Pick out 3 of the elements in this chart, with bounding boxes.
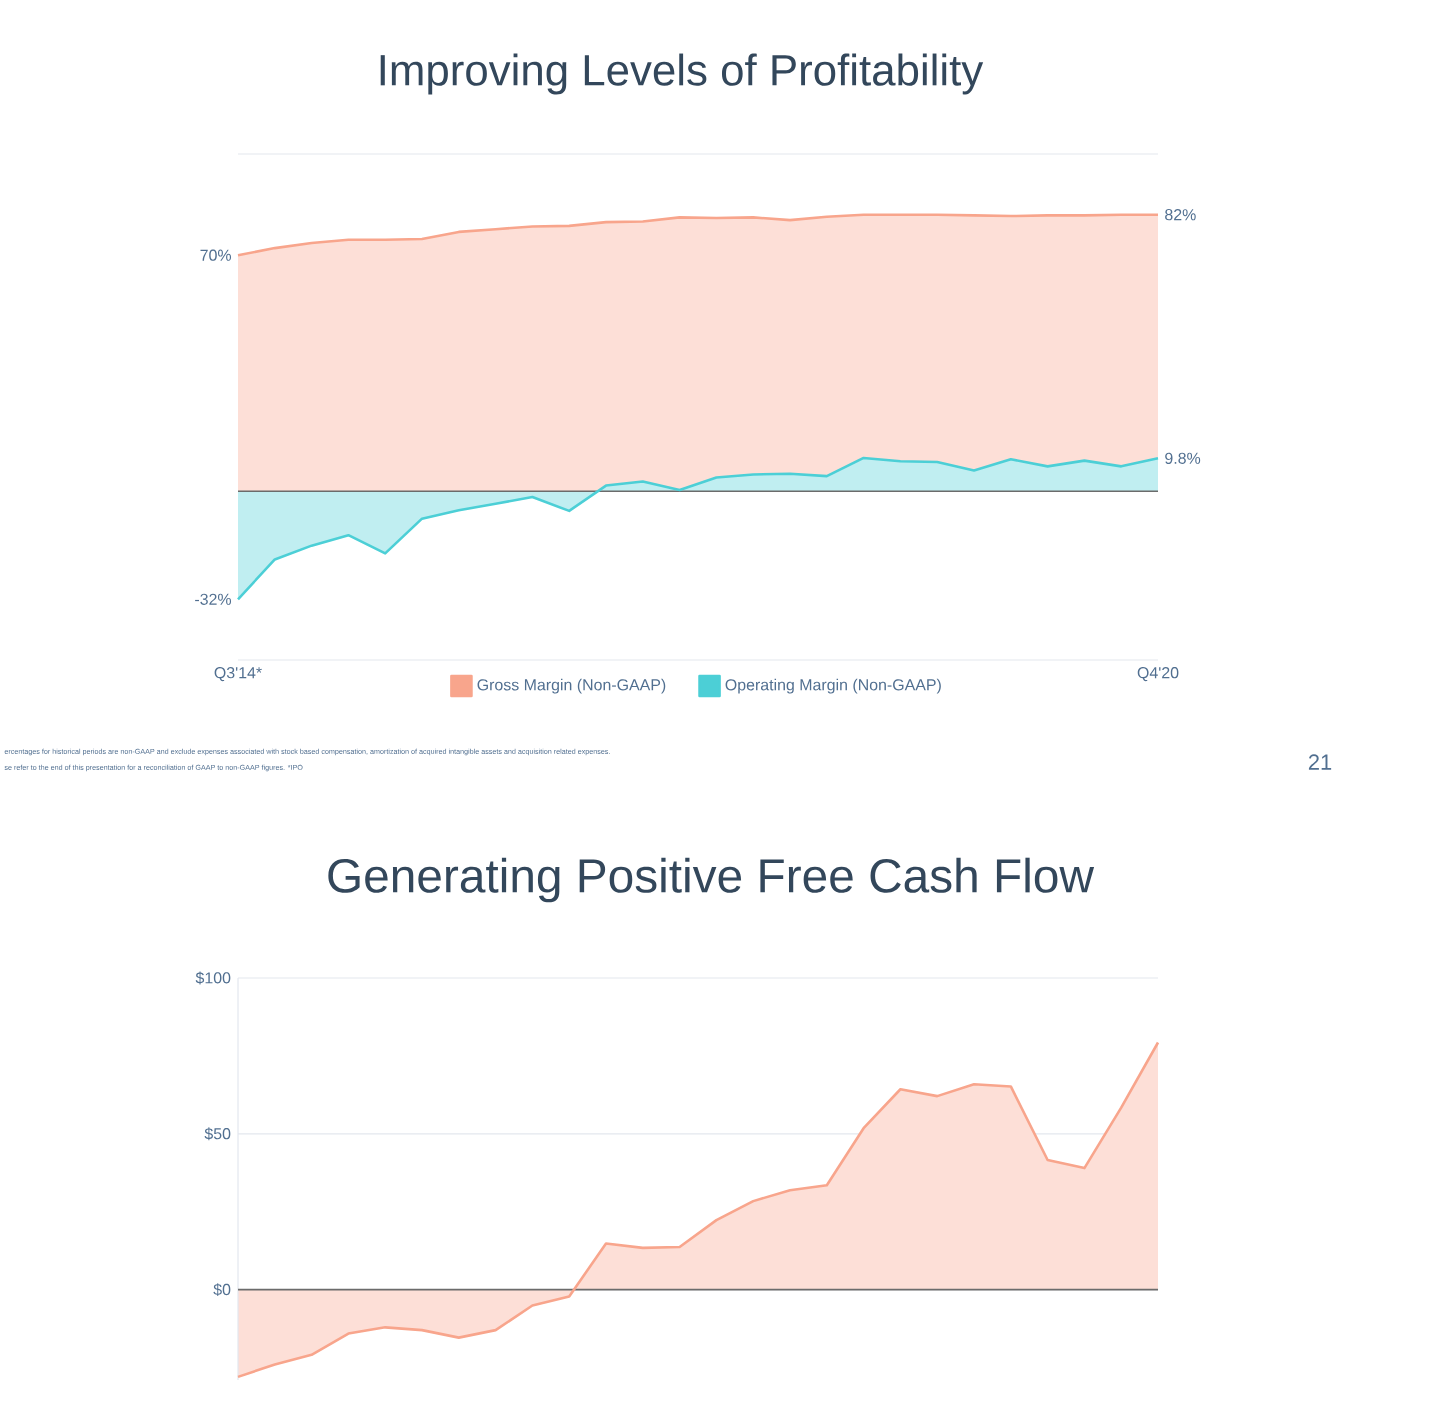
chart-title: Improving Levels of Profitability <box>380 53 984 95</box>
chart-title: Generating Positive Free Cash Flow <box>328 857 1095 903</box>
text: 21 <box>1308 754 1332 770</box>
